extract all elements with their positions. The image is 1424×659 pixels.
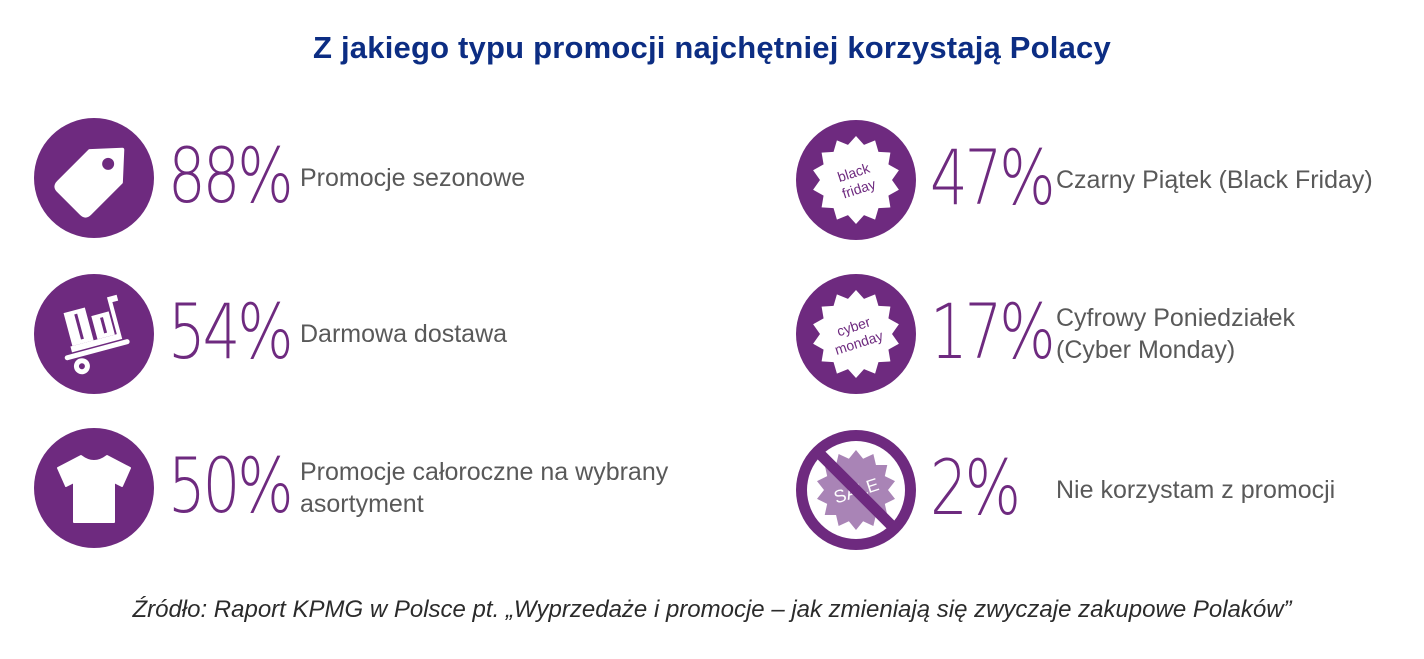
value-label: 54% — [168, 287, 294, 376]
source-note: Źródło: Raport KPMG w Polsce pt. „Wyprze… — [132, 596, 1292, 623]
promo-item-seasonal: 88% Promocje sezonowe — [32, 116, 732, 240]
value-label: 2% — [930, 443, 1021, 532]
price-tag-icon — [32, 116, 156, 240]
hand-truck-icon — [32, 272, 156, 396]
value-label: 88% — [168, 131, 294, 220]
category-label: Promocje całoroczne na wybrany asortymen… — [300, 458, 669, 518]
value-label: 47% — [930, 133, 1056, 222]
category-label: Darmowa dostawa — [300, 320, 508, 348]
category-label: Cyfrowy Poniedziałek (Cyber Monday) — [1056, 304, 1295, 364]
black-friday-badge-icon: black friday — [794, 118, 918, 242]
category-label: Nie korzystam z promocji — [1056, 476, 1336, 504]
promo-item-none: SALE 2% Nie korzystam z promocji — [794, 428, 1394, 552]
chart-title: Z jakiego typu promocji najchętniej korz… — [313, 30, 1111, 65]
value-label: 50% — [168, 441, 294, 530]
promo-item-cyber-monday: cyber monday 17% Cyfrowy Poniedziałek (C… — [794, 272, 1394, 396]
category-label: Promocje sezonowe — [300, 164, 526, 192]
category-label: Czarny Piątek (Black Friday) — [1056, 166, 1373, 194]
no-sale-icon: SALE — [794, 428, 918, 552]
value-label: 17% — [930, 287, 1056, 376]
cyber-monday-badge-icon: cyber monday — [794, 272, 918, 396]
tshirt-icon — [32, 426, 156, 550]
promo-item-black-friday: black friday 47% Czarny Piątek (Black Fr… — [794, 118, 1394, 242]
promo-item-free-delivery: 54% Darmowa dostawa — [32, 272, 732, 396]
promo-item-all-year: 50% Promocje całoroczne na wybrany asort… — [32, 426, 732, 550]
